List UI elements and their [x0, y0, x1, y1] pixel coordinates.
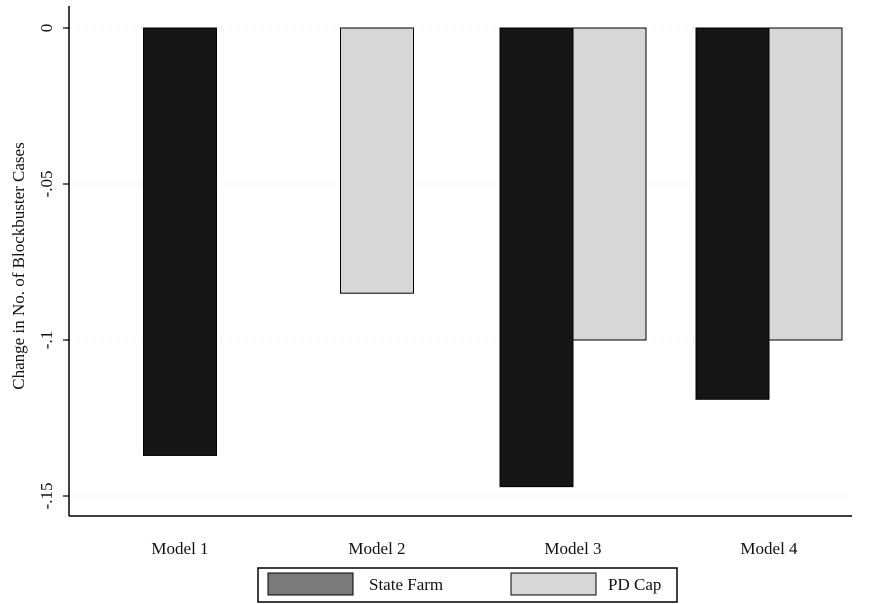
- y-tick-label: -.05: [37, 171, 56, 198]
- bars: [143, 27, 843, 488]
- y-tick-label: -.1: [37, 331, 56, 349]
- x-tick-label: Model 1: [151, 539, 208, 558]
- bar-state-farm-model-4: [695, 27, 770, 400]
- y-tick-label: 0: [37, 24, 56, 33]
- axes: [68, 6, 852, 517]
- x-tick-label: Model 4: [740, 539, 798, 558]
- legend: State Farm PD Cap: [257, 567, 678, 603]
- x-tick-label: Model 2: [348, 539, 405, 558]
- legend-label-pd-cap: PD Cap: [608, 575, 661, 594]
- legend-swatch-pd-cap: [510, 572, 597, 596]
- x-tick-labels: Model 1 Model 2 Model 3 Model 4: [151, 539, 798, 558]
- y-tick-label: -.15: [37, 483, 56, 510]
- bar-state-farm-model-3: [499, 27, 574, 488]
- x-tick-label: Model 3: [544, 539, 601, 558]
- bar-pd-cap-model-4: [768, 27, 843, 341]
- y-tick-labels: 0 -.05 -.1 -.15: [37, 24, 69, 510]
- bar-state-farm-model-1: [143, 27, 217, 456]
- bar-pd-cap-model-2: [340, 27, 414, 294]
- bar-pd-cap-model-3: [572, 27, 647, 341]
- y-axis-label: Change in No. of Blockbuster Cases: [9, 142, 28, 389]
- legend-swatch-state-farm: [267, 572, 354, 596]
- legend-label-state-farm: State Farm: [369, 575, 443, 594]
